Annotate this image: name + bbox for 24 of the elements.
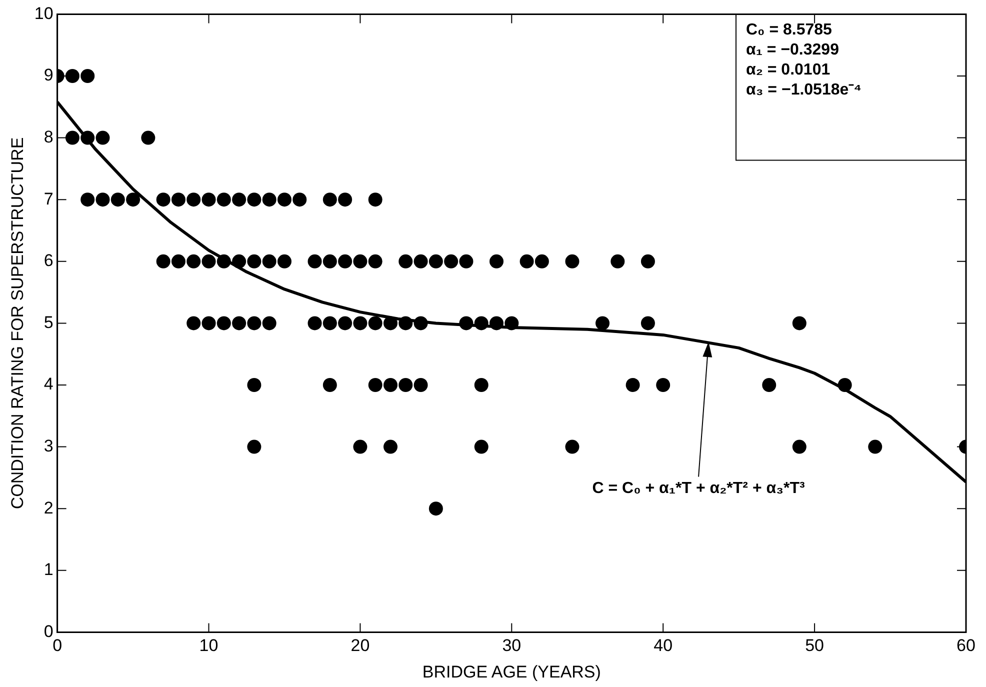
y-tick-label: 0 bbox=[44, 622, 54, 641]
annotation: C₀ = 8.5785 bbox=[746, 22, 832, 39]
x-axis-title: BRIDGE AGE (YEARS) bbox=[422, 662, 601, 682]
x-tick-label: 50 bbox=[805, 636, 824, 656]
y-tick-label: 8 bbox=[44, 127, 54, 146]
x-tick-label: 30 bbox=[502, 636, 522, 656]
x-tick-label: 40 bbox=[654, 636, 673, 656]
x-tick-label: 60 bbox=[956, 636, 976, 656]
y-tick-label: 4 bbox=[44, 374, 54, 394]
y-tick-label: 9 bbox=[44, 66, 54, 85]
annotation: α₂ = 0.0101 bbox=[746, 62, 830, 79]
annotation: α₃ = −1.0518e⁻⁴ bbox=[746, 82, 862, 99]
y-tick-label: 2 bbox=[44, 498, 54, 518]
y-tick-label: 7 bbox=[44, 189, 54, 208]
y-tick-label: 3 bbox=[44, 436, 54, 456]
y-tick-label: 10 bbox=[34, 4, 54, 23]
x-tick-label: 10 bbox=[199, 636, 218, 656]
annotation: α₁ = −0.3299 bbox=[746, 42, 840, 59]
y-axis-title: CONDITION RATING FOR SUPERSTRUCTURE bbox=[8, 137, 27, 510]
y-tick-label: 6 bbox=[44, 251, 54, 270]
y-tick-label: 1 bbox=[44, 560, 54, 580]
annotation: C = C₀ + α₁*T + α₂*T² + α₃*T³ bbox=[592, 480, 805, 498]
y-tick-label: 5 bbox=[44, 312, 54, 332]
x-tick-label: 20 bbox=[350, 636, 370, 656]
